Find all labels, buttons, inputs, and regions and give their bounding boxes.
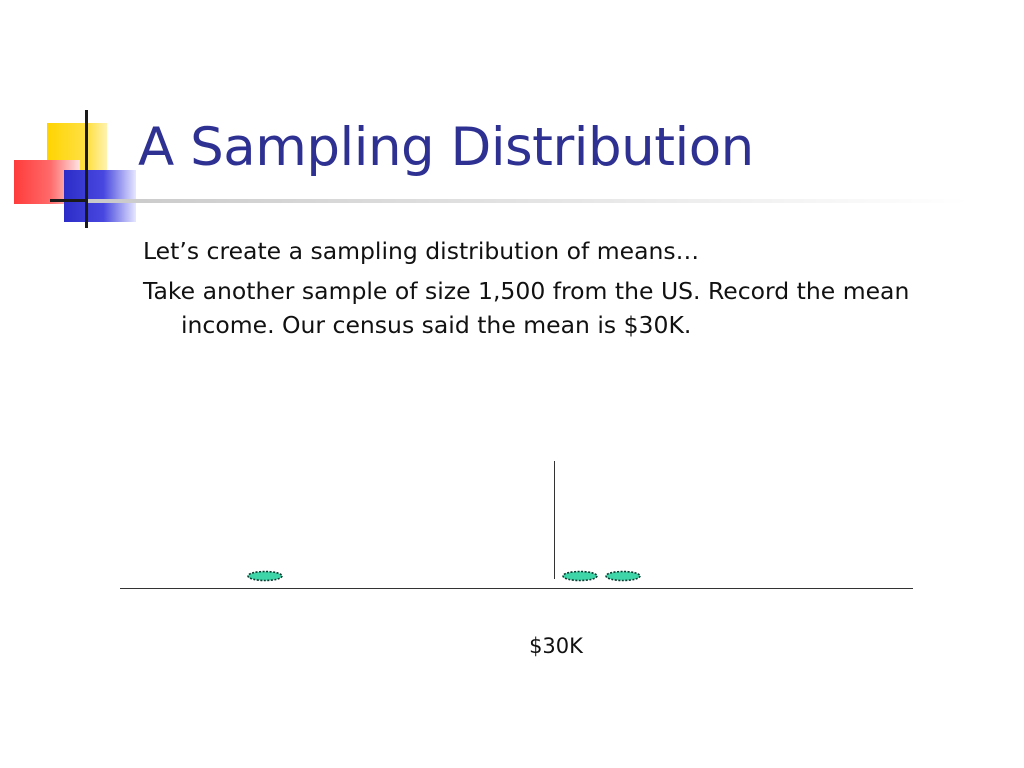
slide-logo-decoration bbox=[0, 0, 150, 240]
population-mean-line bbox=[554, 461, 555, 579]
logo-blue-square bbox=[64, 170, 136, 222]
logo-vertical-line bbox=[85, 110, 88, 228]
slide-body: Let’s create a sampling distribution of … bbox=[143, 234, 993, 348]
sample-mean-marker bbox=[245, 570, 285, 582]
population-mean-label: $30K bbox=[529, 634, 583, 658]
bullet-text: Let’s create a sampling distribution of … bbox=[143, 237, 700, 265]
sample-mean-marker bbox=[603, 570, 643, 582]
number-line-axis bbox=[120, 588, 913, 589]
sample-mean-marker bbox=[560, 570, 600, 582]
slide-title: A Sampling Distribution bbox=[138, 117, 754, 178]
title-underline bbox=[88, 199, 968, 203]
bullet-text: Take another sample of size 1,500 from t… bbox=[143, 277, 910, 339]
